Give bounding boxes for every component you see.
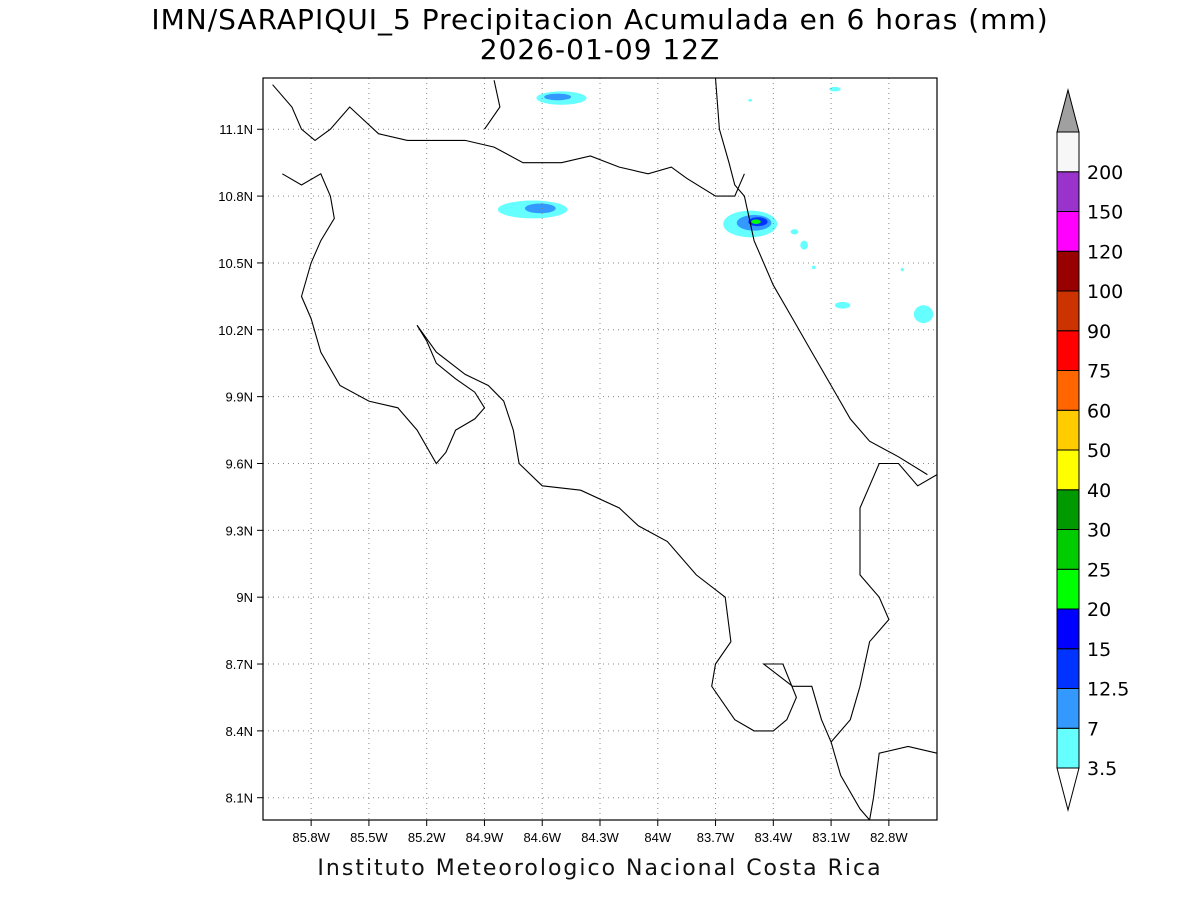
coastline-layer <box>272 77 938 821</box>
longitude-axis: 85.8W 85.5W 85.2W 84.9W 84.6W 84.3W 84W 83.7W 83… <box>292 820 908 845</box>
colorbar-box-7 <box>1056 449 1080 491</box>
lat-tick-label-6: 9.3N <box>226 523 253 538</box>
colorbar-label-10: 75 <box>1087 361 1111 383</box>
lon-tick-label-6: 84W <box>644 830 671 845</box>
colorbar-box-5 <box>1056 529 1080 570</box>
coastline-0 <box>272 84 745 197</box>
coastline-3 <box>282 173 486 465</box>
precip-cell-15 <box>900 267 904 272</box>
colorbar-box-6 <box>1056 489 1080 530</box>
precip-cell-8 <box>790 229 799 235</box>
lat-tick-label-4: 9.9N <box>226 390 253 405</box>
colorbar-box-1 <box>1056 688 1080 729</box>
coastline-4 <box>416 324 871 821</box>
colorbar-box-15 <box>1056 131 1080 173</box>
grid-lines <box>263 78 937 820</box>
colorbar-box-13 <box>1056 211 1080 252</box>
lon-tick-label-4: 84.6W <box>523 830 561 845</box>
precip-cell-10 <box>811 265 816 270</box>
lat-tick-label-10: 8.1N <box>226 791 253 806</box>
colorbar-box-9 <box>1056 370 1080 411</box>
colorbar-top-triangle <box>1056 88 1080 133</box>
colorbar-box-14 <box>1056 171 1080 212</box>
colorbar-box-10 <box>1056 330 1080 371</box>
latitude-axis: 11.1N 10.8N 10.5N 10.2N 9.9N 9.6N 9.3N 9N 8.7N 8.… <box>218 122 263 806</box>
colorbar-label-9: 60 <box>1087 400 1111 422</box>
lon-tick-label-10: 82.8W <box>870 830 908 845</box>
colorbar-box-3 <box>1056 608 1080 650</box>
colorbar-label-4: 20 <box>1087 599 1111 621</box>
map-title-line1: IMN/SARAPIQUI_5 Precipitacion Acumulada … <box>151 3 1049 36</box>
precipitation-layer <box>497 86 934 324</box>
colorbar-label-15: 200 <box>1087 162 1123 184</box>
lon-tick-label-5: 84.3W <box>581 830 619 845</box>
lat-tick-label-3: 10.2N <box>218 323 253 338</box>
lon-tick-label-1: 85.5W <box>350 830 388 845</box>
precip-cell-3 <box>524 203 556 214</box>
precip-cell-11 <box>834 301 851 309</box>
coastline-2 <box>714 77 928 476</box>
lat-tick-label-0: 11.1N <box>219 122 253 137</box>
colorbar-bottom-triangle <box>1056 767 1080 812</box>
precip-cell-13 <box>829 86 841 92</box>
colorbar-label-1: 7 <box>1087 718 1099 740</box>
colorbar-box-0 <box>1056 727 1080 769</box>
lon-tick-label-3: 84.9W <box>466 830 504 845</box>
colorbar-label-5: 25 <box>1087 559 1111 581</box>
colorbar-box-2 <box>1056 648 1080 689</box>
map-title-line2: 2026-01-09 12Z <box>479 33 721 66</box>
lat-tick-label-8: 8.7N <box>226 657 253 672</box>
coastline-6 <box>830 462 938 743</box>
lat-tick-label-1: 10.8N <box>218 189 253 204</box>
colorbar-box-11 <box>1056 290 1080 332</box>
precip-cell-14 <box>748 98 753 102</box>
colorbar-box-8 <box>1056 409 1080 451</box>
lat-tick-label-2: 10.5N <box>218 256 253 271</box>
precip-cell-1 <box>544 93 572 101</box>
colorbar-label-6: 30 <box>1087 520 1111 542</box>
colorbar-label-7: 40 <box>1087 480 1111 502</box>
colorbar-label-13: 120 <box>1087 241 1123 263</box>
coastline-5 <box>869 745 938 821</box>
colorbar-box-4 <box>1056 568 1080 610</box>
colorbar-label-14: 150 <box>1087 202 1123 224</box>
colorbar-label-12: 100 <box>1087 281 1123 303</box>
lat-tick-label-9: 8.4N <box>226 724 253 739</box>
institution-credit: Instituto Meteorologico Nacional Costa R… <box>317 856 883 881</box>
precip-cell-9 <box>800 240 808 250</box>
lat-tick-label-5: 9.6N <box>226 456 253 471</box>
lat-tick-label-7: 9N <box>236 590 253 605</box>
colorbar-label-11: 90 <box>1087 321 1111 343</box>
colorbar-label-0: 3.5 <box>1087 758 1117 780</box>
precip-cell-7 <box>751 219 761 224</box>
colorbar-label-2: 12.5 <box>1087 679 1129 701</box>
coastline-1 <box>484 80 501 130</box>
colorbar-label-3: 15 <box>1087 639 1111 661</box>
colorbar-box-12 <box>1056 250 1080 292</box>
precip-cell-12 <box>913 305 934 324</box>
colorbar: 3.5 7 12.5 15 20 25 30 40 50 60 75 90 100 120 150 200 <box>1056 88 1129 812</box>
colorbar-label-8: 50 <box>1087 440 1111 462</box>
lon-tick-label-9: 83.1W <box>812 830 850 845</box>
lon-tick-label-2: 85.2W <box>408 830 446 845</box>
lon-tick-label-8: 83.4W <box>755 830 793 845</box>
lon-tick-label-7: 83.7W <box>697 830 735 845</box>
lon-tick-label-0: 85.8W <box>292 830 330 845</box>
